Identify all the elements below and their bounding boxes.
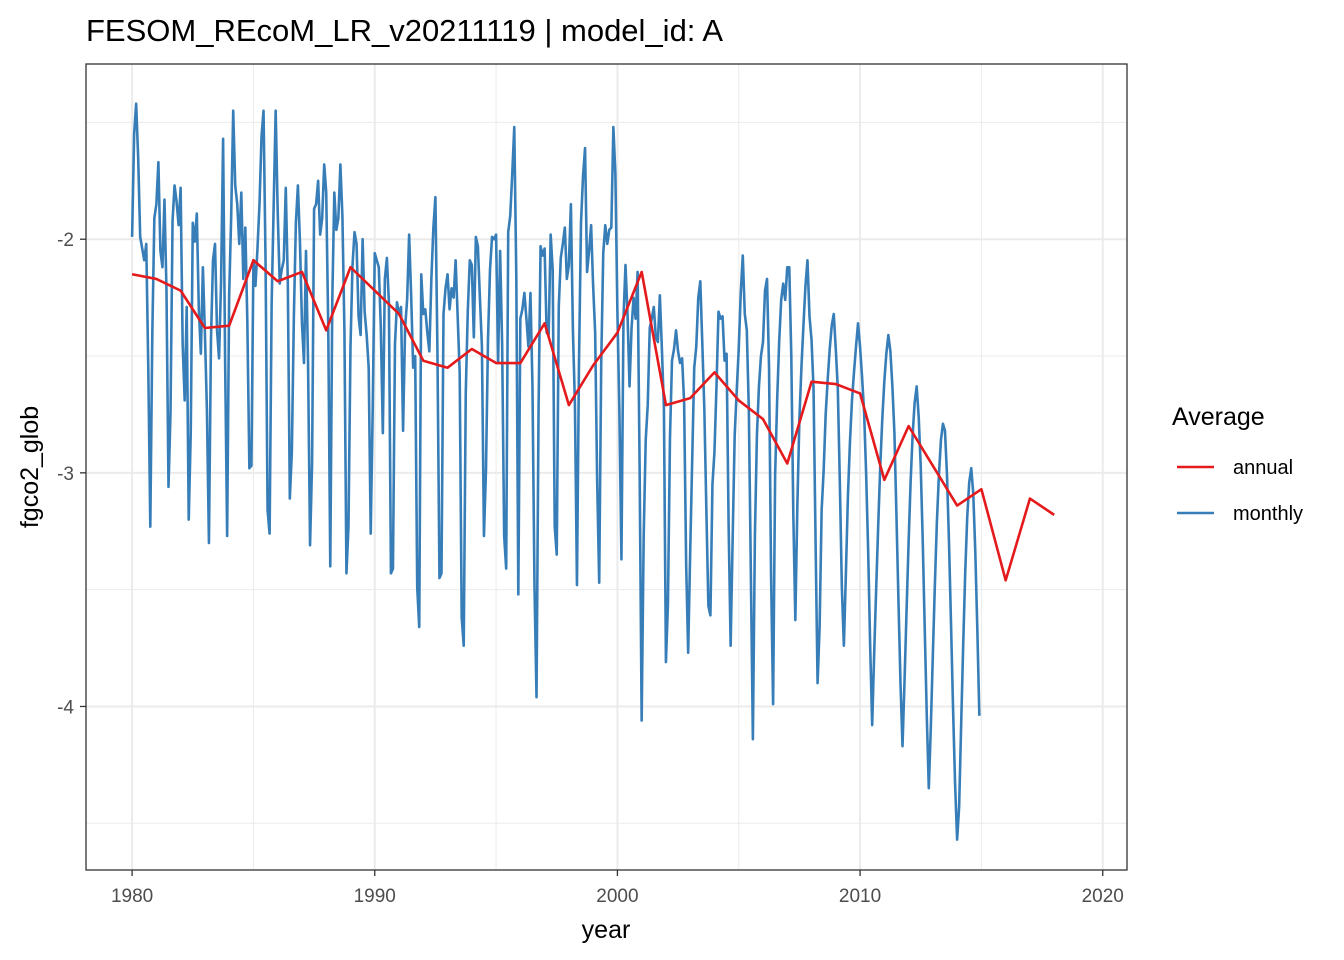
y-tick-label: -2 — [57, 230, 74, 251]
series-line-annual — [131, 258, 1055, 582]
minor-gridlines — [86, 64, 1127, 870]
x-tick-label: 1990 — [354, 886, 396, 907]
plot-border — [85, 63, 1128, 871]
y-tick-label: -4 — [57, 697, 74, 718]
y-axis: -4 -3 -2 — [57, 230, 86, 718]
x-tick-label: 2020 — [1082, 886, 1124, 907]
chart-title: FESOM_REcoM_LR_v20211119 | model_id: A — [86, 13, 723, 48]
x-tick-label: 1980 — [111, 886, 153, 907]
legend-title: Average — [1172, 403, 1265, 431]
legend-label-monthly: monthly — [1233, 503, 1303, 525]
legend: Average annual monthly — [1172, 403, 1303, 525]
x-tick-label: 2000 — [596, 886, 638, 907]
x-axis: 1980 1990 2000 2010 2020 — [111, 870, 1124, 907]
x-axis-title: year — [582, 916, 631, 944]
y-axis-title: fgco2_glob — [16, 406, 44, 528]
series-line-monthly — [130, 102, 981, 841]
series-layer — [130, 102, 1055, 841]
x-tick-label: 2010 — [839, 886, 881, 907]
legend-label-annual: annual — [1233, 457, 1293, 479]
legend-entries: annual monthly — [1177, 457, 1303, 525]
y-tick-label: -3 — [57, 464, 74, 485]
